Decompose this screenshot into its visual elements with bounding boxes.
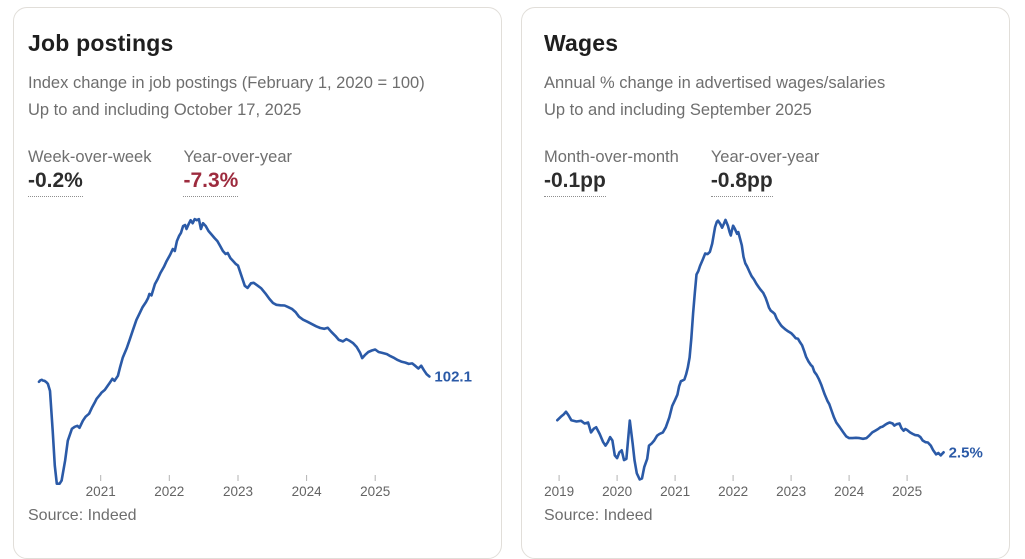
stat-value: -0.2% <box>28 168 83 197</box>
wages-card: Wages Annual % change in advertised wage… <box>521 7 1010 559</box>
latest-value-label: 102.1 <box>434 369 472 386</box>
latest-value-label: 2.5% <box>949 444 983 461</box>
stat-year-over-year: Year-over-year -0.8pp <box>710 146 820 197</box>
trend-line <box>37 217 431 486</box>
stat-week-over-week: Week-over-week -0.2% <box>28 146 151 197</box>
job-postings-line-chart: 2021 2022 2023 2024 2025 102.1 <box>37 217 472 499</box>
stat-value: -7.3% <box>183 168 239 197</box>
wages-subtitle-line1: Annual % change in advertised wages/sala… <box>544 74 886 92</box>
job-postings-title: Job postings <box>28 30 174 56</box>
stat-year-over-year: Year-over-year -7.3% <box>183 146 292 197</box>
x-axis-tick-label: 2024 <box>834 484 865 499</box>
stat-value: -0.1pp <box>544 168 606 197</box>
x-axis-tick-label: 2022 <box>718 484 748 499</box>
x-axis-tick-label: 2024 <box>292 484 323 499</box>
stat-label: Year-over-year <box>183 148 293 166</box>
source-attribution: Source: Indeed <box>28 507 137 524</box>
job-postings-card: Job postings Index change in job posting… <box>13 7 502 559</box>
stat-month-over-month: Month-over-month -0.1pp <box>544 146 679 197</box>
job-postings-subtitle: Index change in job postings (February 1… <box>28 70 501 124</box>
job-postings-subtitle-line2: Up to and including October 17, 2025 <box>28 101 302 119</box>
wages-title: Wages <box>544 30 619 56</box>
trend-line <box>556 218 945 481</box>
wages-subtitle: Annual % change in advertised wages/sala… <box>544 70 1009 124</box>
source-attribution: Source: Indeed <box>544 507 653 524</box>
job-postings-stats: Week-over-week -0.2% Year-over-year -7.3… <box>28 146 501 197</box>
x-axis-tick-label: 2021 <box>660 484 690 499</box>
x-axis-tick-label: 2023 <box>223 484 253 499</box>
job-postings-subtitle-line1: Index change in job postings (February 1… <box>28 74 425 92</box>
x-axis-tick-label: 2020 <box>602 484 632 499</box>
x-axis-tick-label: 2019 <box>544 484 574 499</box>
wages-stats: Month-over-month -0.1pp Year-over-year -… <box>544 146 1009 197</box>
stat-label: Month-over-month <box>544 148 679 166</box>
x-axis-tick-label: 2022 <box>154 484 184 499</box>
x-axis-tick-label: 2023 <box>776 484 806 499</box>
stat-label: Year-over-year <box>710 148 820 166</box>
x-axis-tick-label: 2021 <box>86 484 116 499</box>
stat-label: Week-over-week <box>28 148 152 166</box>
wages-line-chart: 2019 2020 2021 2022 2023 2024 2025 2.5% <box>544 218 983 499</box>
x-axis-tick-label: 2025 <box>360 484 390 499</box>
wages-subtitle-line2: Up to and including September 2025 <box>544 101 812 119</box>
x-axis-tick-label: 2025 <box>892 484 922 499</box>
stat-value: -0.8pp <box>710 168 773 197</box>
indeed-hiring-lab-dashboard: { "colors": { "line_blue": "#2b5aa7", "v… <box>13 7 1010 559</box>
